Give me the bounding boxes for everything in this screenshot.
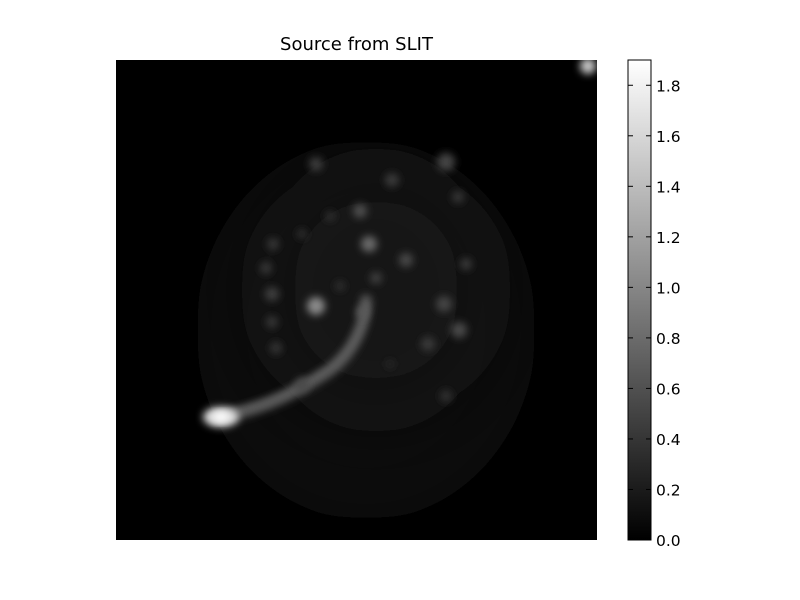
clump: [295, 378, 309, 392]
corner-source: [580, 60, 596, 74]
colorbar-tick-label: 0.2: [656, 481, 681, 499]
colorbar-tick-label: 0.8: [656, 330, 681, 348]
colorbar-ticks: 0.0 0.2 0.4 0.6 0.8 1.0 1.2 1.4 1.6 1.8: [628, 77, 681, 550]
clump: [335, 281, 345, 291]
colorbar-tick-label: 1.4: [656, 178, 681, 196]
clump: [265, 287, 279, 301]
clump: [353, 204, 367, 218]
clump: [451, 322, 467, 338]
colorbar-tick-label: 0.0: [656, 532, 681, 550]
arc-feature-core: [213, 299, 369, 419]
source-clumps: [260, 153, 472, 402]
clump: [266, 316, 278, 328]
clump: [356, 306, 368, 318]
clump: [399, 253, 413, 267]
colorbar: 0.0 0.2 0.4 0.6 0.8 1.0 1.2 1.4 1.6 1.8: [627, 59, 681, 550]
colorbar-tick-label: 1.0: [656, 279, 681, 297]
galaxy-core-glow: [266, 170, 486, 410]
clump: [307, 297, 325, 315]
clump: [385, 173, 399, 187]
clump: [297, 229, 307, 239]
clump: [270, 342, 282, 354]
clump: [460, 258, 472, 270]
clump: [437, 153, 455, 171]
clump: [267, 238, 279, 250]
clump: [325, 211, 335, 221]
clump: [421, 337, 435, 351]
heatmap-image: [116, 60, 597, 540]
colorbar-tick-label: 0.6: [656, 380, 681, 398]
colorbar-tick-label: 1.6: [656, 128, 681, 146]
clump: [452, 191, 464, 203]
colorbar-tick-label: 1.2: [656, 229, 681, 247]
clump: [260, 262, 272, 274]
bright-blob-core: [213, 412, 229, 422]
clump: [309, 157, 323, 171]
colorbar-tick-label: 1.8: [656, 77, 681, 95]
clump: [370, 272, 382, 284]
clump: [386, 360, 394, 368]
chart-title: Source from SLIT: [280, 34, 433, 55]
colorbar-gradient: [627, 59, 652, 541]
colorbar-tick-label: 0.4: [656, 431, 681, 449]
clump: [361, 236, 377, 252]
clump: [436, 296, 452, 312]
clump: [440, 390, 452, 402]
